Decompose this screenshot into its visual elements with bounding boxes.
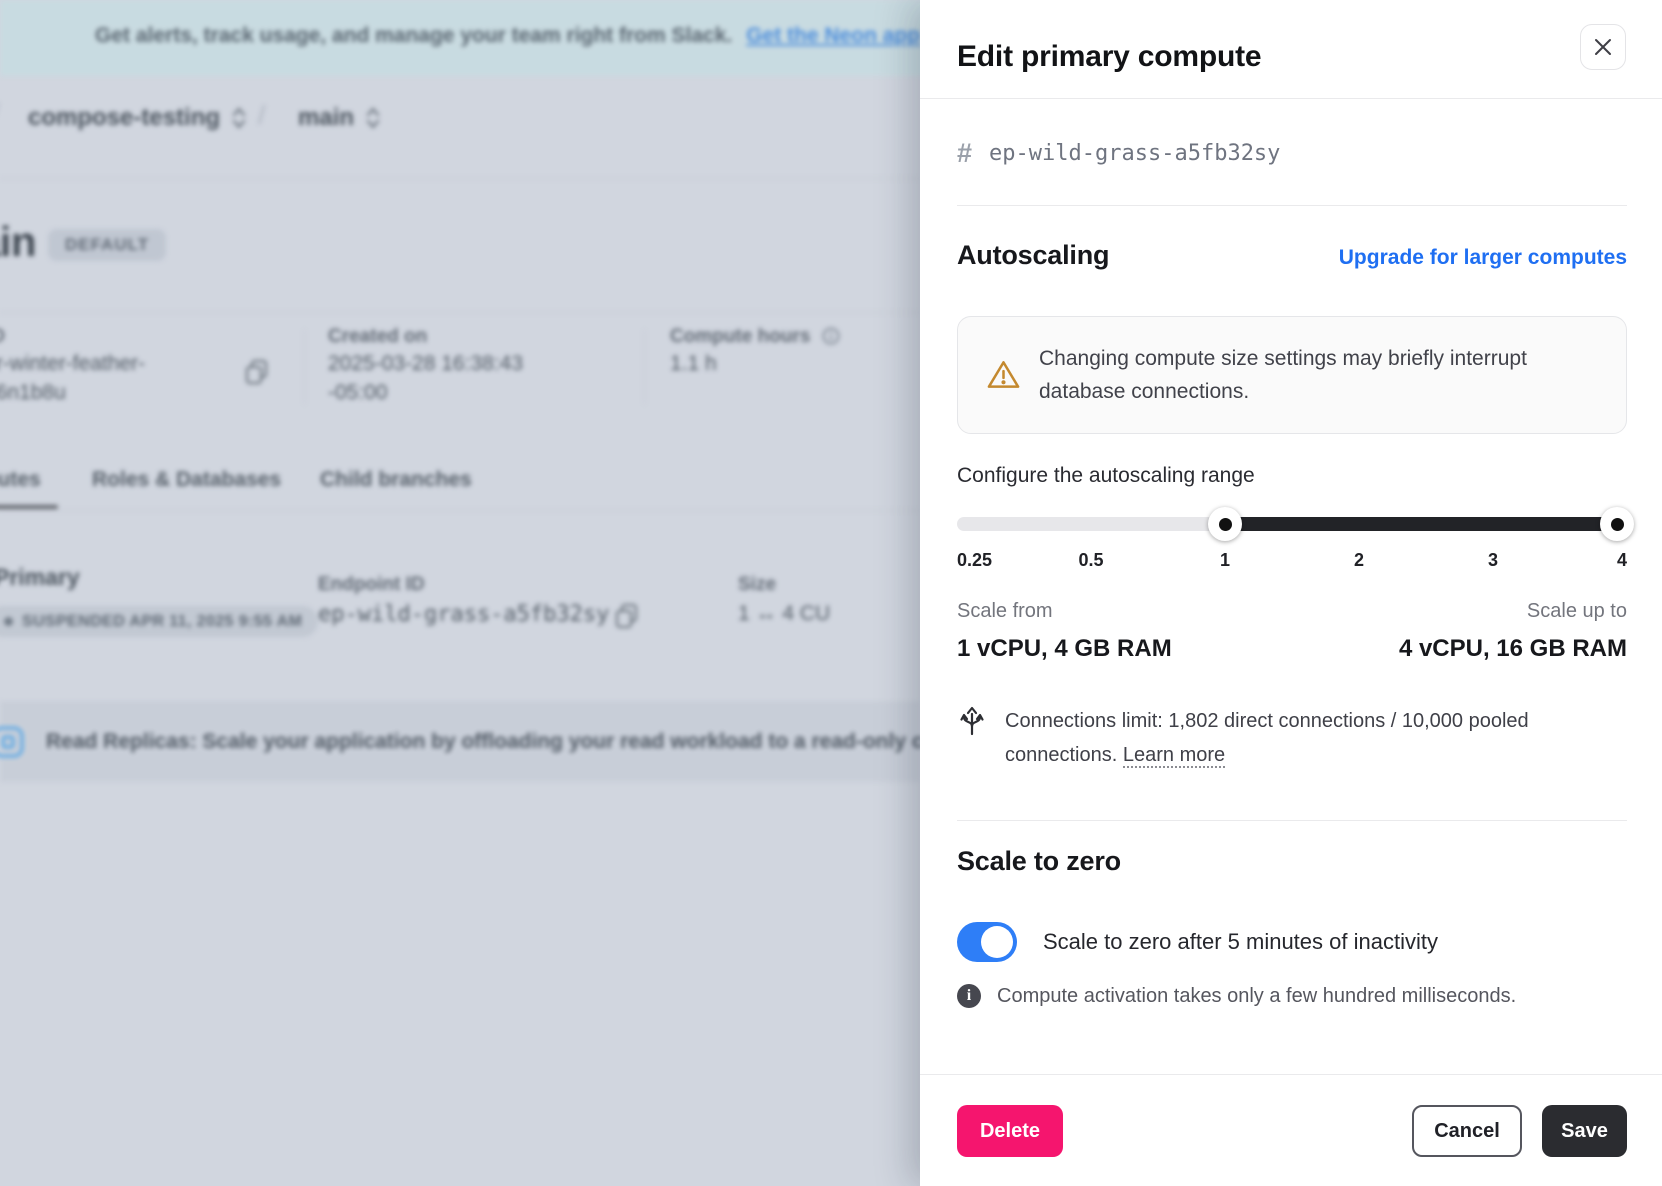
chevron-updown-icon	[366, 107, 380, 129]
scale-from-label: Scale from	[957, 600, 1053, 622]
learn-more-link[interactable]: Learn more	[1122, 744, 1226, 768]
scale-from-value: 1 vCPU, 4 GB RAM	[957, 635, 1172, 662]
close-icon	[1595, 39, 1611, 55]
tab-computes[interactable]: Computes	[0, 468, 41, 491]
hash-icon: #	[957, 138, 973, 168]
scale-to-zero-toggle[interactable]	[957, 922, 1017, 962]
divider	[0, 178, 920, 179]
branch-id-line1: br-winter-feather-	[0, 352, 146, 375]
default-badge: DEFAULT	[48, 229, 167, 261]
suspended-status-badge: SUSPENDED APR 11, 2025 9:55 AM	[0, 606, 319, 637]
active-tab-underline	[0, 505, 58, 509]
endpoint-id-value: ep-wild-grass-a5fb32sy	[318, 602, 610, 627]
breadcrumb-branch[interactable]: main	[298, 104, 382, 132]
branch-id-line2: 56n1b8u	[0, 381, 66, 404]
endpoint-id-row: # ep-wild-grass-a5fb32sy	[957, 138, 1280, 169]
breadcrumb-project[interactable]: compose-testing	[28, 104, 248, 132]
connections-limit-text: Connections limit: 1,802 direct connecti…	[1005, 710, 1529, 768]
scale-up-to-column: Scale up to 4 vCPU, 16 GB RAM	[1399, 600, 1627, 663]
warning-triangle-icon	[987, 361, 1020, 388]
compute-hours-value: 1.1 h	[670, 352, 717, 375]
warning-callout: Changing compute size settings may brief…	[957, 316, 1627, 434]
edit-compute-drawer: Edit primary compute # ep-wild-grass-a5f…	[920, 0, 1662, 1186]
connections-split-icon	[960, 706, 984, 736]
created-on-header: Created on	[328, 326, 428, 347]
banner-link[interactable]: Get the Neon app	[746, 24, 921, 47]
drawer-title: Edit primary compute	[957, 40, 1262, 73]
divider	[957, 205, 1627, 206]
connections-limit-row: Connections limit: 1,802 direct connecti…	[957, 704, 1597, 772]
divider	[920, 98, 1662, 99]
close-button[interactable]	[1580, 24, 1626, 70]
id-column-header: ID	[0, 326, 5, 348]
breadcrumb-separator: /	[258, 100, 266, 130]
created-on-line2: -05:00	[328, 381, 388, 404]
autoscaling-range-slider[interactable]	[957, 506, 1634, 542]
slider-max-handle[interactable]	[1600, 507, 1634, 541]
scale-to-zero-row: Scale to zero after 5 minutes of inactiv…	[957, 922, 1438, 962]
slider-label: 1	[1219, 550, 1231, 570]
divider	[0, 312, 920, 313]
compute-hours-header: Compute hours	[670, 326, 840, 348]
created-on-line1: 2025-03-28 16:38:43	[328, 352, 523, 375]
read-replicas-band	[0, 702, 920, 782]
info-circle-icon	[822, 327, 839, 345]
scale-from-column: Scale from 1 vCPU, 4 GB RAM	[957, 600, 1172, 663]
divider	[957, 820, 1627, 821]
tab-roles-databases[interactable]: Roles & Databases	[92, 468, 282, 491]
primary-compute-title: Primary	[0, 564, 80, 590]
save-button[interactable]: Save	[1542, 1105, 1627, 1157]
compute-activation-info-row: i Compute activation takes only a few hu…	[957, 984, 1516, 1008]
cpu-chip-icon	[0, 726, 24, 758]
slider-label: 3	[1487, 550, 1499, 570]
drawer-footer: Delete Cancel Save	[957, 1105, 1627, 1157]
autoscaling-heading: Autoscaling	[957, 240, 1110, 270]
chevron-updown-icon	[232, 107, 246, 129]
copy-icon[interactable]	[244, 358, 270, 386]
configure-range-label: Configure the autoscaling range	[957, 464, 1255, 487]
endpoint-id-value: ep-wild-grass-a5fb32sy	[989, 141, 1281, 166]
autoscaling-section-header: Autoscaling Upgrade for larger computes	[957, 240, 1627, 271]
branch-page-title: main	[0, 218, 37, 265]
divider	[304, 330, 305, 404]
status-dot-icon	[4, 617, 13, 626]
size-value: 1 ↔ 4 CU	[738, 602, 831, 625]
banner-text: Get alerts, track usage, and manage your…	[95, 24, 733, 47]
scale-up-to-label: Scale up to	[1526, 600, 1627, 622]
slider-label: 4	[1616, 550, 1627, 570]
size-header: Size	[738, 574, 777, 595]
slider-tick-labels: 0.25 0.5 1 2 3 4	[957, 550, 1627, 576]
scale-range-summary: Scale from 1 vCPU, 4 GB RAM Scale up to …	[957, 600, 1627, 663]
toggle-knob	[981, 926, 1013, 958]
scale-to-zero-heading: Scale to zero	[957, 846, 1121, 876]
warning-text: Changing compute size settings may brief…	[1039, 347, 1527, 403]
endpoint-id-header: Endpoint ID	[318, 574, 425, 595]
divider	[920, 1074, 1662, 1075]
slider-active-range	[1225, 517, 1627, 531]
cancel-button[interactable]: Cancel	[1412, 1105, 1522, 1157]
slider-label: 0.25	[957, 550, 993, 570]
scale-up-to-value: 4 vCPU, 16 GB RAM	[1398, 635, 1627, 662]
divider	[644, 330, 645, 404]
read-replicas-text: Read Replicas: Scale your application by…	[46, 730, 1006, 753]
tab-child-branches[interactable]: Child branches	[320, 468, 472, 491]
compute-activation-info-text: Compute activation takes only a few hund…	[997, 984, 1517, 1007]
slider-min-handle[interactable]	[1208, 507, 1242, 541]
scale-to-zero-toggle-label: Scale to zero after 5 minutes of inactiv…	[1043, 929, 1438, 954]
slider-label: 2	[1353, 550, 1365, 570]
slider-label: 0.5	[1078, 550, 1104, 570]
info-filled-icon: i	[957, 984, 981, 1008]
delete-button[interactable]: Delete	[957, 1105, 1063, 1157]
copy-icon[interactable]	[614, 602, 640, 630]
upgrade-link[interactable]: Upgrade for larger computes	[1338, 246, 1627, 269]
divider	[0, 510, 920, 511]
